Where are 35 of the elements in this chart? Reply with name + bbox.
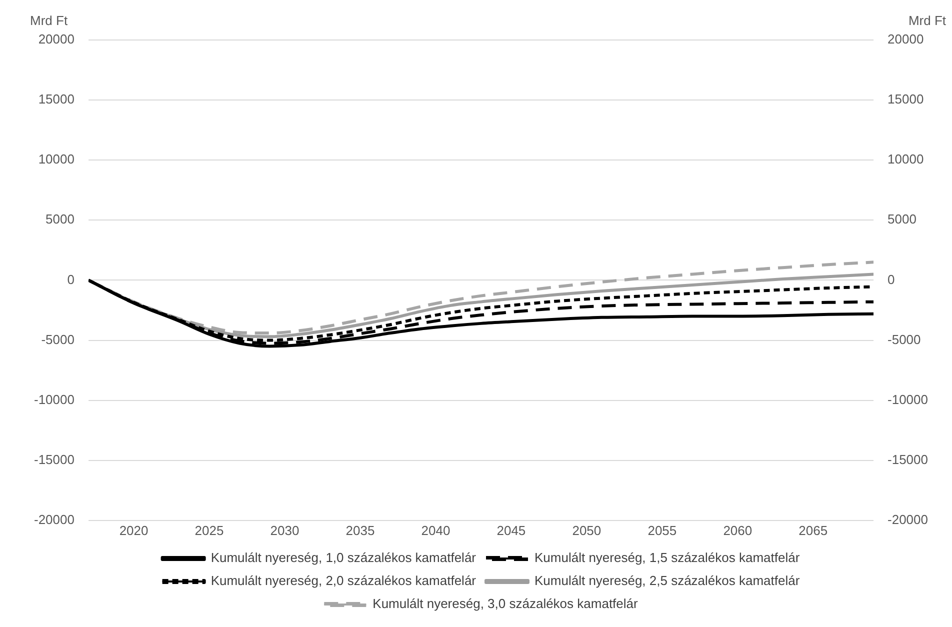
x-tick-label: 2030: [270, 522, 300, 538]
x-tick-label: 2035: [346, 522, 375, 538]
y-axis-title: Mrd Ft: [30, 13, 68, 28]
legend-label: Kumulált nyereség, 3,0 százalékos kamatfelár: [372, 596, 639, 612]
y-tick-label: 10000: [38, 152, 74, 167]
x-tick-label: 2060: [723, 522, 752, 538]
y-tick-label: -5000: [41, 332, 74, 347]
legend-label: Kumulált nyereség, 2,0 százalékos kamatfelár: [210, 573, 477, 588]
y-tick-label: 5000: [46, 212, 74, 227]
y-tick-label: -10000: [34, 392, 74, 407]
y2-tick-label: 5000: [888, 212, 916, 227]
y-tick-label: 0: [67, 272, 74, 287]
y2-tick-label: 20000: [888, 32, 924, 47]
legend-label: Kumulált nyereség, 1,0 százalékos kamatfelár: [210, 550, 477, 566]
y-tick-label: -20000: [34, 512, 74, 527]
y2-axis-title: Mrd Ft: [908, 13, 946, 28]
x-tick-label: 2040: [421, 522, 450, 538]
x-tick-label: 2055: [648, 522, 677, 538]
y2-tick-label: -10000: [888, 392, 928, 407]
y-tick-label: 15000: [38, 92, 74, 107]
x-tick-label: 2020: [119, 522, 148, 538]
y-tick-label: 20000: [38, 32, 74, 47]
x-tick-label: 2050: [572, 522, 602, 538]
y2-tick-label: 15000: [888, 92, 924, 107]
y2-tick-label: -15000: [888, 452, 928, 467]
y-tick-label: -15000: [34, 452, 74, 467]
y2-tick-label: 0: [888, 272, 895, 287]
legend-label: Kumulált nyereség, 2,5 százalékos kamatfelár: [534, 573, 800, 588]
x-tick-label: 2065: [798, 522, 828, 538]
y2-tick-label: -20000: [888, 512, 928, 527]
x-tick-label: 2045: [496, 522, 526, 538]
y2-tick-label: -5000: [888, 332, 921, 347]
legend-label: Kumulált nyereség, 1,5 százalékos kamatfelár: [534, 550, 800, 566]
y2-tick-label: 10000: [888, 152, 924, 167]
x-tick-label: 2025: [194, 522, 224, 538]
